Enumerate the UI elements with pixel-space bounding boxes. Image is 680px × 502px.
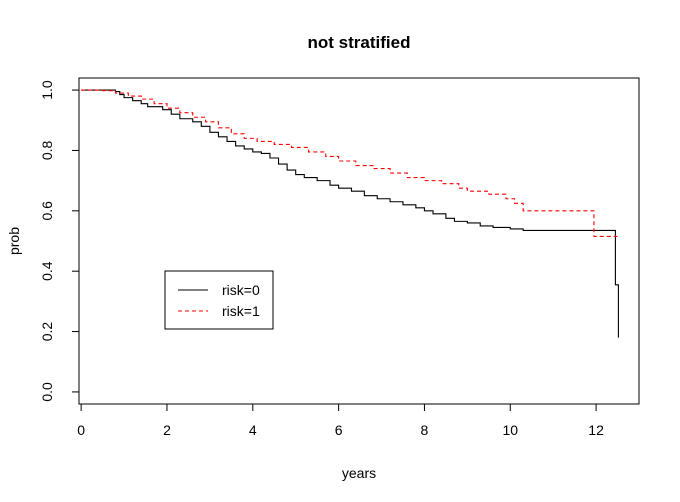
chart-title: not stratified: [308, 33, 411, 52]
y-axis: 0.0 0.2 0.4 0.6 0.8 1.0: [39, 80, 79, 402]
x-axis: 0 2 4 6 8 10 12: [77, 404, 604, 438]
x-tick-label: 2: [163, 422, 171, 438]
x-tick-label: 0: [77, 422, 85, 438]
y-tick-label: 0.8: [39, 141, 55, 161]
y-tick-label: 0.6: [39, 201, 55, 221]
series-line-risk-1: [81, 89, 618, 238]
series-line-risk-0: [81, 89, 619, 338]
legend-box: [164, 270, 274, 330]
x-tick-label: 10: [502, 422, 518, 438]
series-layer: [81, 89, 619, 338]
y-tick-label: 0.4: [39, 261, 55, 281]
x-tick-label: 4: [249, 422, 257, 438]
y-tick-label: 1.0: [39, 80, 55, 100]
x-tick-label: 12: [588, 422, 604, 438]
y-tick-label: 0.2: [39, 322, 55, 342]
legend: risk=0 risk=1: [164, 270, 274, 330]
x-axis-label: years: [342, 465, 376, 481]
y-tick-label: 0.0: [39, 382, 55, 402]
y-axis-label: prob: [6, 227, 22, 255]
plot-frame: [78, 77, 640, 405]
legend-label-risk-0: risk=0: [222, 282, 260, 298]
x-tick-label: 8: [421, 422, 429, 438]
legend-label-risk-1: risk=1: [222, 303, 260, 319]
x-tick-label: 6: [335, 422, 343, 438]
